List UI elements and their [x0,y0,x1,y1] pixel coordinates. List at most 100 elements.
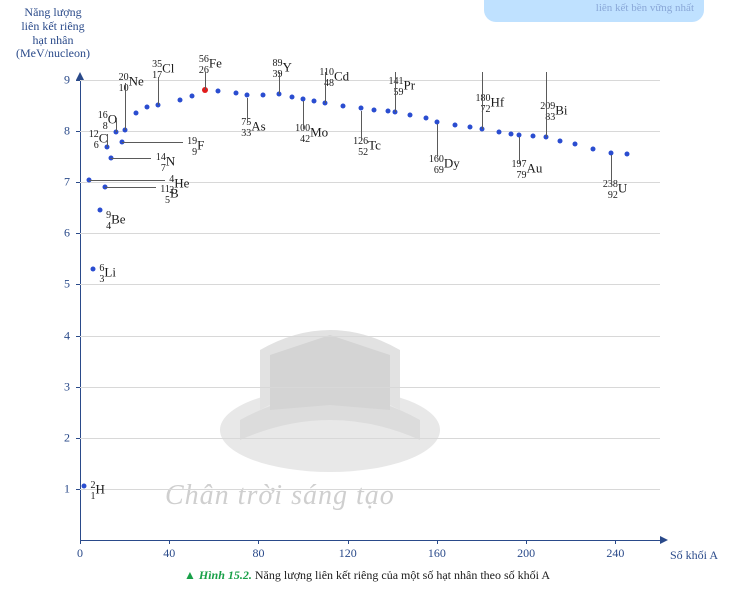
y-tick [76,182,80,183]
data-point [408,112,413,117]
leader-line [122,142,182,143]
nuclide-label-Cl: 3517Cl [152,59,174,81]
data-point [312,99,317,104]
data-point [530,134,535,139]
x-tick [348,540,349,544]
gridline [80,438,660,439]
y-tick [76,489,80,490]
leader-line [111,158,151,159]
data-point [624,152,629,157]
data-point [497,130,502,135]
info-banner: liên kết bền vững nhất [484,0,704,22]
gridline [80,387,660,388]
figure-caption: ▲ Hình 15.2. Năng lượng liên kết riêng c… [0,568,734,583]
leader-line [325,72,326,103]
leader-line [437,124,438,157]
caption-text: Năng lượng liên kết riêng của một số hạt… [255,568,550,582]
data-point [372,107,377,112]
nuclide-point-Be [98,208,103,213]
y-tick-label: 8 [64,124,70,139]
nuclide-label-C: 126C [89,129,108,151]
nuclide-label-U: 23892U [603,179,627,201]
x-tick [169,540,170,544]
nuclide-label-Fe: 5626Fe [199,54,222,76]
data-point [468,125,473,130]
data-point [234,91,239,96]
leader-line [205,72,206,90]
nuclide-label-Au: 19779Au [511,159,542,181]
nuclide-label-Ne: 2010Ne [119,72,144,94]
nuclide-label-O: 168O [98,110,117,132]
y-tick-label: 1 [64,481,70,496]
y-tick-label: 3 [64,379,70,394]
leader-line [279,72,280,94]
leader-line [107,134,108,148]
x-tick-label: 0 [77,546,83,561]
y-axis-arrow [76,72,84,80]
leader-line [395,72,396,111]
data-point [289,95,294,100]
nuclide-point-Li [91,267,96,272]
leader-line [611,155,612,185]
y-tick-label: 9 [64,73,70,88]
data-point [452,122,457,127]
x-tick [80,540,81,544]
gridline [80,489,660,490]
nuclide-label-B: 115B [160,184,178,206]
y-axis-title: Năng lượng liên kết riêng hạt nhân (MeV/… [8,6,98,61]
data-point [144,104,149,109]
x-axis-title: Số khối A [670,548,718,563]
y-tick [76,80,80,81]
x-tick-label: 160 [428,546,446,561]
x-tick-label: 200 [517,546,535,561]
y-tick-label: 5 [64,277,70,292]
nuclide-label-Bi: 20983Bi [540,101,567,123]
nuclide-label-Be: 94Be [106,210,125,232]
y-tick [76,438,80,439]
data-point [178,98,183,103]
x-tick [437,540,438,544]
nuclide-label-Tc: 12652Tc [353,136,381,158]
x-tick-label: 240 [606,546,624,561]
leader-line [158,77,159,104]
x-tick-label: 120 [339,546,357,561]
leader-line [303,101,304,128]
data-point [189,94,194,99]
nuclide-label-Dy: 16069Dy [429,154,460,176]
y-tick-label: 2 [64,430,70,445]
nuclide-label-Hf: 18072Hf [476,93,505,115]
leader-line [546,72,547,137]
leader-line [519,137,520,164]
y-tick-label: 4 [64,328,70,343]
leader-line [482,72,483,128]
y-tick [76,336,80,337]
leader-line [247,98,248,124]
nuclide-label-Li: 63Li [99,263,116,285]
data-point [423,116,428,121]
x-tick-label: 40 [163,546,175,561]
leader-line [105,187,156,188]
leader-line [89,180,165,181]
nuclide-label-N: 147N [156,152,175,174]
nuclide-label-Cd: 11048Cd [319,67,349,89]
data-point [133,111,138,116]
data-point [216,89,221,94]
banner-text: liên kết bền vững nhất [596,2,694,14]
y-tick [76,387,80,388]
data-point [508,131,513,136]
leader-line [361,111,362,142]
gridline [80,336,660,337]
caption-marker: ▲ [184,568,196,582]
data-point [573,141,578,146]
x-axis-arrow [660,536,668,544]
nuclide-label-Mo: 10042Mo [295,123,328,145]
y-tick [76,233,80,234]
y-tick [76,284,80,285]
x-tick-label: 80 [252,546,264,561]
data-point [385,108,390,113]
y-tick-label: 7 [64,175,70,190]
y-tick-label: 6 [64,226,70,241]
nuclide-label-F: 199F [187,136,204,158]
data-point [260,92,265,97]
nuclide-label-As: 7533As [241,117,265,139]
